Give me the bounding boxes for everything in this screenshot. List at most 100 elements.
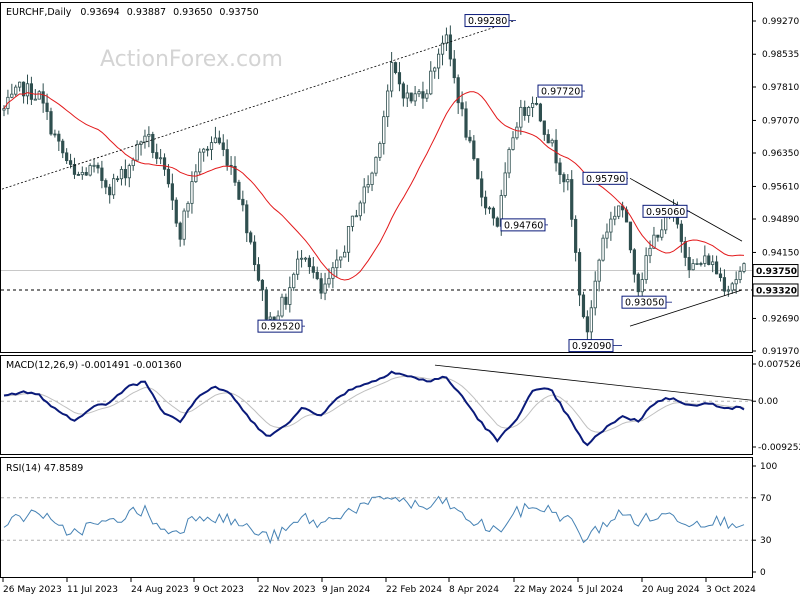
candle-body (601, 237, 605, 261)
candle-body (366, 184, 370, 188)
candle-body (558, 162, 562, 175)
candle-body (472, 140, 476, 160)
candle-body (613, 215, 617, 220)
candle-body (260, 279, 265, 291)
x-tick-label: 9 Jan 2024 (322, 585, 370, 595)
x-tick-label: 20 Aug 2024 (642, 585, 700, 595)
y-tick-label: 0.94150 (762, 248, 799, 258)
candle-body (249, 232, 253, 243)
candle-body (511, 137, 515, 150)
candle-body (714, 261, 719, 275)
candle-body (288, 287, 292, 305)
macd-plot (1, 364, 753, 447)
candle-body (699, 263, 703, 265)
candle-body (468, 136, 472, 142)
candle-body (186, 202, 190, 212)
annotation-label: 0.93050 (625, 298, 664, 309)
candle-body (61, 140, 65, 154)
candle-body (209, 142, 214, 150)
rsi-y-tick-label: 70 (760, 494, 772, 504)
candle-body (456, 77, 460, 104)
candle-body (393, 62, 398, 73)
x-tick-label: 26 May 2023 (3, 585, 62, 595)
candle-body (718, 273, 723, 278)
candle-body (660, 229, 664, 238)
candle-body (139, 141, 143, 145)
x-tick-label: 22 Nov 2023 (258, 585, 316, 595)
candle-body (378, 143, 382, 158)
candle-body (2, 108, 6, 111)
annotation-box (464, 14, 510, 28)
main-annotations: 0.99280 0.97720 0.95790 0.95060 0.94760 0.930… (1, 14, 743, 353)
candle-body (409, 92, 413, 102)
candle-body (464, 108, 468, 138)
annotation-label: 0.92090 (572, 341, 611, 352)
x-tick-label: 3 Oct 2024 (706, 585, 756, 595)
candle-body (566, 179, 570, 183)
candle-body (679, 223, 683, 242)
candle-body (370, 172, 374, 185)
candle-body (311, 266, 315, 273)
candle-body (605, 231, 609, 239)
moving-average-line (3, 91, 745, 281)
y-tick-label: 0.94890 (762, 215, 799, 225)
candle-body (397, 72, 402, 85)
candle-body (41, 91, 45, 104)
candle-body (225, 149, 229, 166)
main-grid (1, 270, 752, 291)
candle-body (421, 91, 425, 99)
candle-body (707, 255, 711, 265)
candle-body (550, 139, 554, 144)
macd-y-tick-label: 0.007526 (758, 360, 800, 370)
rsi-panel-frame (0, 457, 753, 578)
candle-body (523, 106, 527, 116)
candle-body (182, 210, 186, 240)
rsi-y-tick-label: 0 (760, 568, 766, 578)
candle-body (252, 241, 257, 266)
annotation-label: 0.97720 (541, 87, 580, 98)
candle-body (413, 93, 417, 102)
watermark: ActionForex.com (100, 47, 283, 72)
candle-body (21, 81, 26, 97)
annotation-box (568, 339, 614, 353)
candle-body (112, 178, 116, 196)
candle-body (166, 168, 171, 185)
candle-body (170, 183, 174, 201)
candle-body (636, 273, 640, 293)
x-tick-label: 24 Aug 2023 (131, 585, 189, 595)
candle-body (425, 93, 429, 99)
candle-body (202, 148, 206, 153)
ohlc-open: 0.93694 (80, 7, 119, 18)
candle-body (100, 167, 104, 181)
candle-body (527, 107, 531, 116)
candle-body (296, 258, 300, 275)
ohlc-low: 0.93650 (173, 7, 212, 18)
y-tick-label: 0.98535 (762, 50, 799, 60)
candle-body (726, 289, 730, 292)
candle-body (644, 255, 648, 280)
rsi-plot (1, 495, 752, 545)
candle-body (362, 186, 366, 204)
candle-body (339, 256, 343, 261)
macd-y-tick-label: 0.00 (758, 397, 778, 407)
ohlc-close: 0.93750 (219, 7, 258, 18)
candle-body (335, 259, 339, 269)
rsi-y-axis: 100 70 30 0 (752, 462, 777, 578)
candle-body (194, 171, 198, 183)
candle-body (33, 98, 37, 101)
candle-body (711, 261, 715, 265)
candle-body (221, 142, 225, 150)
candle-body (315, 271, 319, 280)
candle-body (299, 257, 304, 260)
annotation-box (642, 204, 688, 218)
annotation-label: 0.94760 (504, 220, 543, 231)
macd-trendline (434, 364, 753, 401)
annotation-label: 0.99280 (468, 16, 507, 27)
candle-body (49, 111, 53, 135)
current-price-tag-box (752, 264, 799, 278)
candle-body (358, 202, 362, 217)
x-tick-label: 22 May 2024 (514, 585, 573, 595)
candle-body (292, 273, 296, 289)
candle-body (386, 90, 390, 118)
